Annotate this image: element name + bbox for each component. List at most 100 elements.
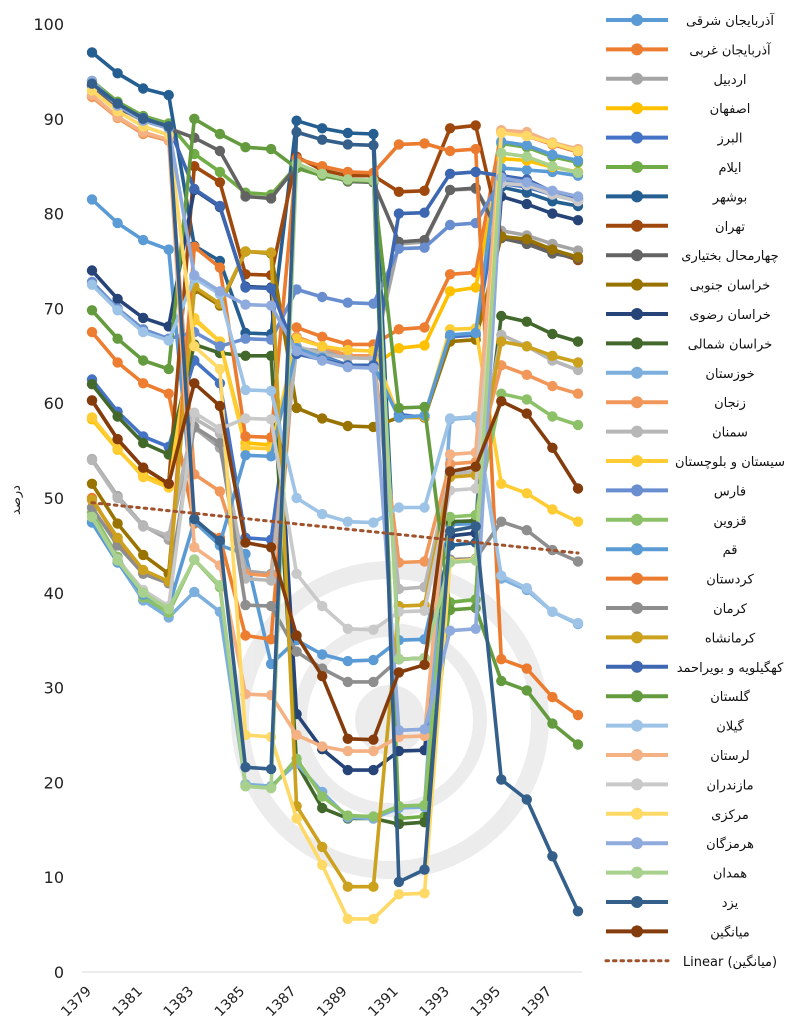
data-point bbox=[393, 343, 405, 354]
data-point bbox=[368, 654, 379, 666]
data-point bbox=[163, 478, 174, 489]
legend-label: اصفهان bbox=[710, 102, 751, 117]
data-point bbox=[240, 246, 251, 257]
data-point bbox=[112, 443, 123, 454]
data-point bbox=[112, 518, 123, 529]
data-point bbox=[112, 532, 123, 543]
data-point bbox=[86, 379, 98, 390]
data-point bbox=[572, 167, 584, 178]
series-group bbox=[86, 147, 584, 794]
data-point bbox=[470, 623, 481, 634]
data-point bbox=[521, 130, 532, 142]
data-point bbox=[112, 492, 123, 504]
data-point bbox=[342, 174, 353, 185]
legend-label: میانگین bbox=[710, 924, 749, 940]
data-point bbox=[419, 207, 430, 218]
legend-label: قزوین bbox=[713, 514, 746, 529]
data-point bbox=[342, 139, 353, 150]
data-point bbox=[547, 691, 558, 703]
data-point bbox=[393, 402, 405, 414]
data-point bbox=[265, 300, 277, 311]
data-point bbox=[419, 659, 430, 670]
legend-item: کرمانشاه bbox=[606, 631, 756, 646]
data-point bbox=[393, 186, 405, 197]
legend-swatch-marker bbox=[631, 308, 643, 320]
data-point bbox=[368, 517, 379, 528]
data-point bbox=[265, 575, 277, 586]
data-point bbox=[317, 168, 328, 179]
data-point bbox=[496, 654, 507, 665]
legend-item: آذربایجان غربی bbox=[606, 41, 772, 58]
legend-label: آذربایجان شرقی bbox=[686, 12, 775, 29]
data-point bbox=[419, 242, 430, 253]
data-point bbox=[265, 763, 277, 775]
data-point bbox=[342, 655, 353, 667]
data-point bbox=[368, 140, 379, 151]
data-point bbox=[214, 200, 226, 212]
x-tick-label: 1381 bbox=[109, 984, 146, 1021]
data-point bbox=[317, 123, 328, 134]
data-point bbox=[521, 316, 532, 327]
data-point bbox=[470, 143, 481, 155]
legend-label: آذربایجان غربی bbox=[689, 41, 772, 58]
data-point bbox=[214, 580, 226, 591]
y-tick-label: 70 bbox=[44, 299, 64, 318]
data-point bbox=[214, 177, 226, 188]
data-point bbox=[444, 269, 456, 280]
data-point bbox=[265, 247, 277, 258]
data-point bbox=[572, 357, 584, 368]
data-point bbox=[86, 47, 98, 58]
data-point bbox=[138, 437, 149, 449]
legend-swatch-marker bbox=[631, 131, 643, 144]
legend-label: کرمان bbox=[713, 602, 748, 617]
series-line bbox=[90, 249, 579, 889]
data-point bbox=[138, 326, 149, 338]
legend-item: خراسان جنوبی bbox=[606, 278, 770, 294]
legend-label: فارس bbox=[714, 484, 746, 499]
data-point bbox=[291, 630, 302, 641]
legend-label: اردبیل bbox=[713, 73, 746, 88]
data-point bbox=[572, 709, 584, 721]
data-point bbox=[265, 385, 277, 397]
legend-label: تهران bbox=[715, 220, 745, 235]
legend-item: زنجان bbox=[606, 396, 746, 411]
legend-item: کرمان bbox=[606, 602, 748, 617]
legend-label: قم bbox=[723, 543, 738, 558]
data-point bbox=[444, 219, 456, 231]
data-point bbox=[393, 889, 405, 900]
legend-item: لرستان bbox=[606, 749, 750, 764]
data-point bbox=[521, 198, 532, 210]
legend-label: خوزستان bbox=[705, 367, 754, 382]
plot-lines bbox=[86, 47, 584, 925]
data-point bbox=[86, 78, 98, 89]
data-point bbox=[86, 265, 98, 276]
data-point bbox=[547, 544, 558, 556]
data-point bbox=[521, 685, 532, 696]
legend-swatch-marker bbox=[631, 14, 643, 26]
data-point bbox=[572, 617, 584, 629]
data-point bbox=[317, 413, 328, 424]
legend-item: کردستان bbox=[606, 572, 755, 588]
data-point bbox=[291, 729, 302, 741]
data-point bbox=[393, 502, 405, 513]
data-point bbox=[112, 411, 123, 422]
data-point bbox=[138, 549, 149, 561]
data-point bbox=[112, 434, 123, 445]
series-line bbox=[90, 156, 579, 488]
data-point bbox=[572, 388, 584, 399]
data-point bbox=[547, 504, 558, 515]
data-point bbox=[112, 357, 123, 368]
data-point bbox=[342, 733, 353, 744]
data-point bbox=[240, 350, 251, 361]
data-point bbox=[368, 745, 379, 757]
legend-item: همدان bbox=[606, 866, 747, 882]
series-line bbox=[90, 381, 580, 742]
legend-swatch-marker bbox=[631, 778, 643, 791]
data-point bbox=[368, 676, 379, 688]
data-point bbox=[342, 420, 353, 432]
data-point bbox=[572, 336, 584, 347]
legend-swatch-marker bbox=[631, 749, 643, 761]
data-point bbox=[138, 471, 149, 483]
data-point bbox=[138, 521, 149, 532]
